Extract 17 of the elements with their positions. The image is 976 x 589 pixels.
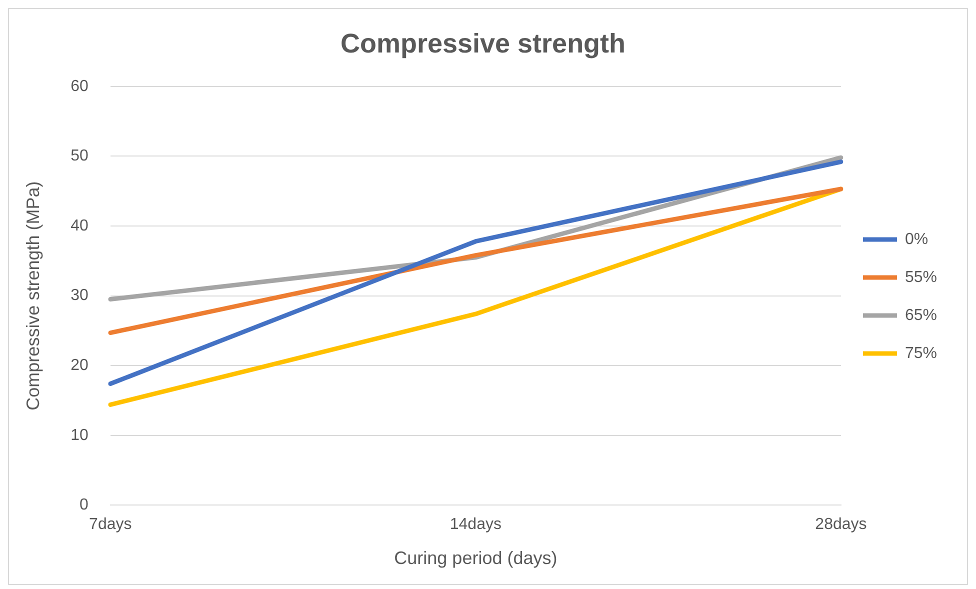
x-axis-title: Curing period (days) <box>394 548 558 568</box>
y-axis-title: Compressive strength (MPa) <box>22 181 43 410</box>
y-tick-label: 20 <box>70 357 88 374</box>
x-tick-label: 7days <box>89 516 132 534</box>
y-tick-label: 50 <box>70 148 88 165</box>
legend-label: 75% <box>904 344 938 362</box>
legend-label: 65% <box>904 306 938 324</box>
y-tick-label: 30 <box>70 287 88 304</box>
legend-label: 55% <box>904 268 938 286</box>
y-tick-label: 60 <box>70 78 88 95</box>
legend-label: 0% <box>904 230 928 248</box>
y-tick-label: 10 <box>70 426 88 444</box>
x-tick-label: 28days <box>815 516 867 534</box>
y-tick-label: 0 <box>79 496 88 514</box>
y-tick-label: 40 <box>70 217 88 234</box>
chart-title: Compressive strength <box>340 28 626 59</box>
x-tick-label: 14days <box>450 516 502 534</box>
